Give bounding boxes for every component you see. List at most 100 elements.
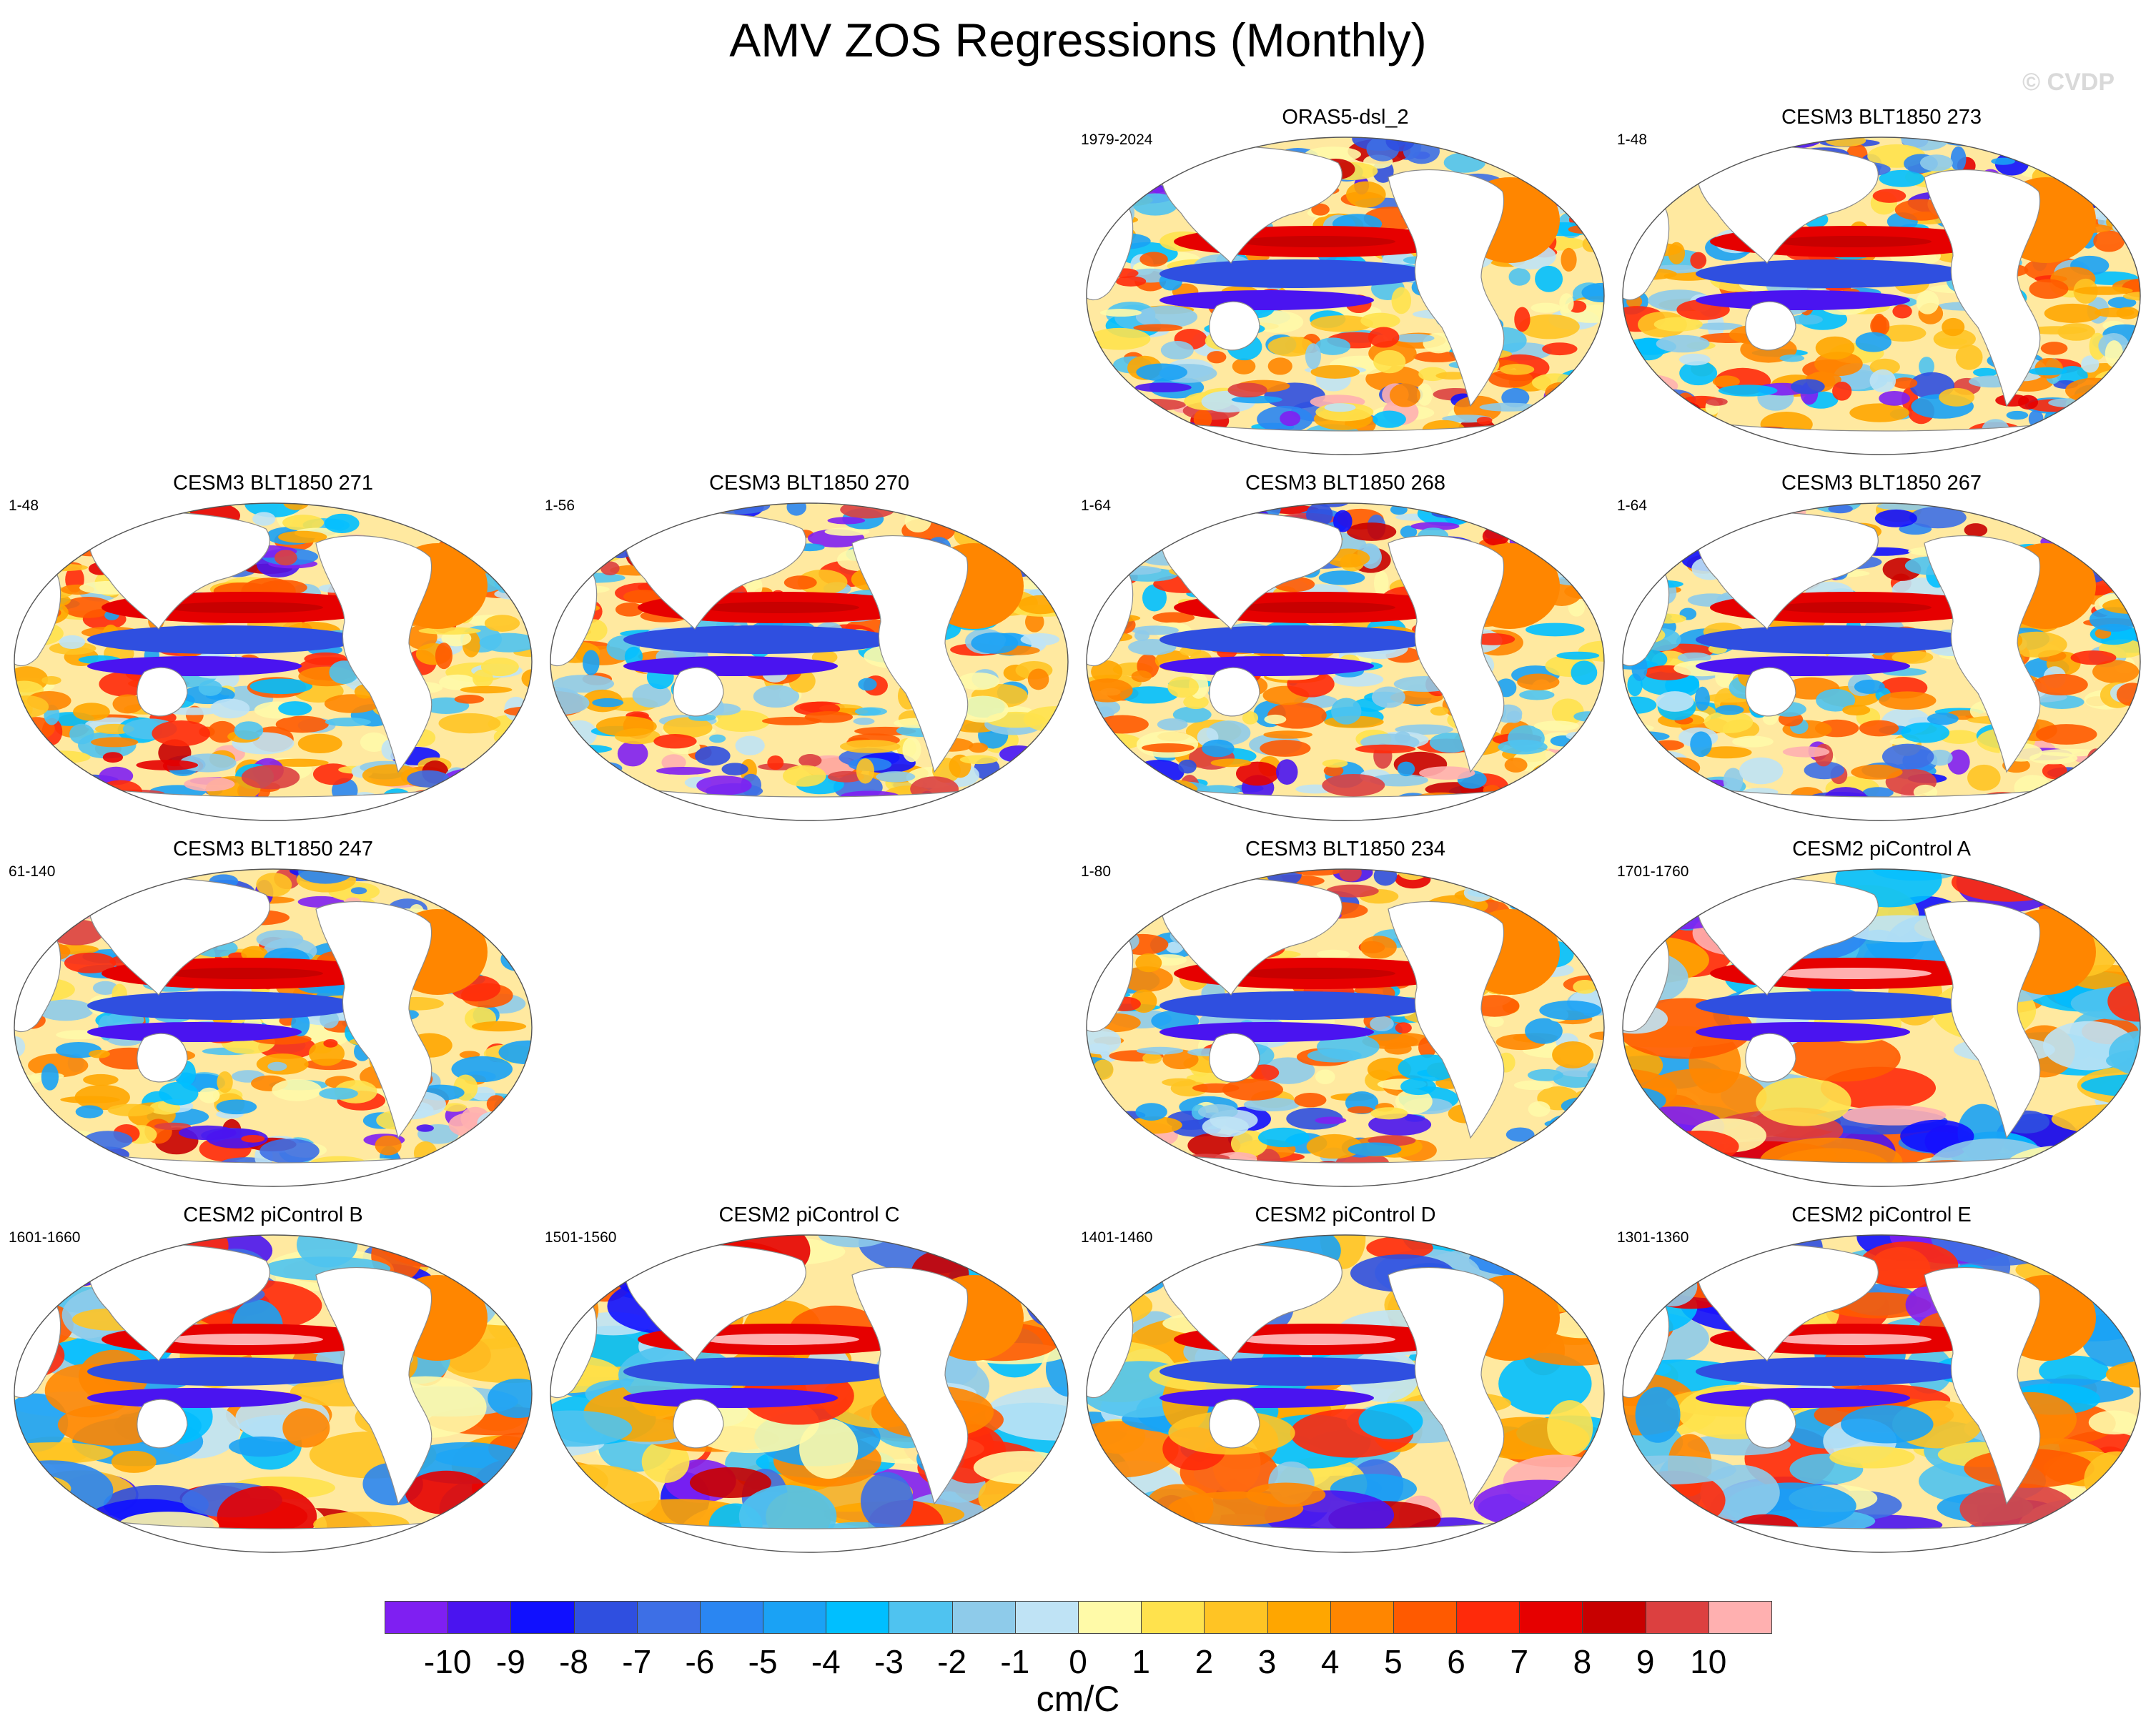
field-patch [37, 541, 86, 555]
field-patch [1486, 1016, 1504, 1028]
field-patch [124, 1175, 182, 1186]
regression-map [1622, 502, 2141, 821]
field-patch [1087, 507, 1126, 522]
colorbar-box [1456, 1601, 1520, 1634]
field-patch [1541, 871, 1596, 888]
colorbar-tick-label: 3 [1257, 1643, 1277, 1680]
field-patch [1711, 810, 1764, 820]
field-patch [278, 530, 327, 543]
field-patch [1623, 793, 1669, 809]
field-patch [698, 813, 751, 820]
field-patch [89, 1049, 110, 1058]
field-patch [1782, 746, 1830, 758]
field-patch [1656, 334, 1710, 353]
land-mass [137, 1399, 188, 1449]
field-patch [14, 709, 24, 737]
land-mass [1160, 877, 1342, 996]
land-mass [851, 535, 969, 773]
field-patch [1879, 324, 1927, 342]
field-patch [1660, 1130, 1739, 1163]
field-patch [1828, 504, 1853, 514]
field-patch [1859, 720, 1899, 737]
field-patch [1307, 1048, 1362, 1063]
field-patch [595, 716, 657, 737]
field-patch [514, 1130, 532, 1139]
field-patch [167, 707, 219, 715]
colorbar-box [510, 1601, 575, 1634]
field-patch [956, 695, 1009, 723]
field-patch [1855, 332, 1892, 352]
field-patch [1039, 752, 1068, 770]
field-patch [1087, 137, 1127, 150]
field-patch [27, 873, 68, 893]
field-patch [661, 754, 686, 771]
land-mass [1696, 877, 1879, 996]
field-patch [2048, 517, 2105, 530]
colorbar-box [826, 1601, 890, 1634]
land-mass [624, 511, 806, 630]
field-patch [2096, 157, 2135, 177]
field-patch [1643, 791, 1699, 810]
land-mass [88, 511, 270, 630]
field-patch [65, 1149, 102, 1176]
field-patch [1623, 1522, 1703, 1552]
field-patch [14, 680, 19, 703]
field-patch [1623, 362, 1632, 384]
field-patch [2110, 137, 2132, 142]
field-patch [1638, 138, 1698, 160]
land-mass [1388, 901, 1505, 1139]
panel-title: CESM2 piControl D [1255, 1204, 1436, 1226]
field-patch [440, 1337, 532, 1384]
warm-core [1774, 602, 1932, 613]
field-patch [1539, 137, 1598, 141]
field-patch [1916, 290, 1939, 314]
field-patch [1395, 1022, 1412, 1033]
field-patch [458, 900, 520, 923]
field-patch [1121, 503, 1167, 508]
field-patch [14, 769, 37, 785]
warm-core [1238, 1334, 1395, 1345]
field-patch [375, 1135, 402, 1156]
field-patch [156, 869, 195, 878]
field-patch [14, 718, 27, 741]
colorbar-tick-label: 2 [1195, 1643, 1214, 1680]
field-patch [1523, 435, 1580, 452]
field-patch [2070, 1235, 2140, 1289]
field-patch [1119, 686, 1178, 704]
field-patch [1397, 761, 1415, 777]
field-patch [1499, 162, 1532, 174]
field-patch [1092, 382, 1120, 395]
field-patch [1718, 385, 1778, 397]
colorbar-tick-label: -5 [748, 1643, 778, 1680]
map-outline [14, 1234, 533, 1553]
field-patch [1690, 252, 1707, 269]
field-patch [1879, 390, 1910, 406]
cold-core [87, 1022, 302, 1042]
field-patch [1549, 1114, 1587, 1134]
field-patch [58, 894, 110, 906]
field-patch [1517, 673, 1560, 690]
field-patch [1463, 883, 1493, 902]
field-patch [1236, 761, 1280, 786]
field-patch [1490, 889, 1530, 903]
field-patch [1092, 1161, 1113, 1186]
field-patch [1123, 518, 1142, 535]
cold-core [1159, 656, 1374, 676]
field-patch [1109, 1241, 1173, 1294]
colorbar-tick-label: -10 [423, 1643, 472, 1680]
field-patch [1706, 397, 1728, 406]
field-patch [2106, 1048, 2140, 1073]
field-patch [14, 888, 24, 907]
field-patch [1232, 358, 1256, 375]
field-patch [2115, 217, 2140, 224]
field-patch [14, 806, 26, 820]
field-patch [1099, 906, 1127, 931]
field-patch [354, 1176, 383, 1186]
warm-core [1238, 968, 1395, 979]
cold-band [1159, 625, 1431, 654]
field-patch [1851, 764, 1903, 780]
field-patch [1373, 869, 1398, 886]
field-patch [1722, 803, 1766, 817]
field-patch [1804, 761, 1845, 780]
field-patch [1087, 432, 1096, 442]
